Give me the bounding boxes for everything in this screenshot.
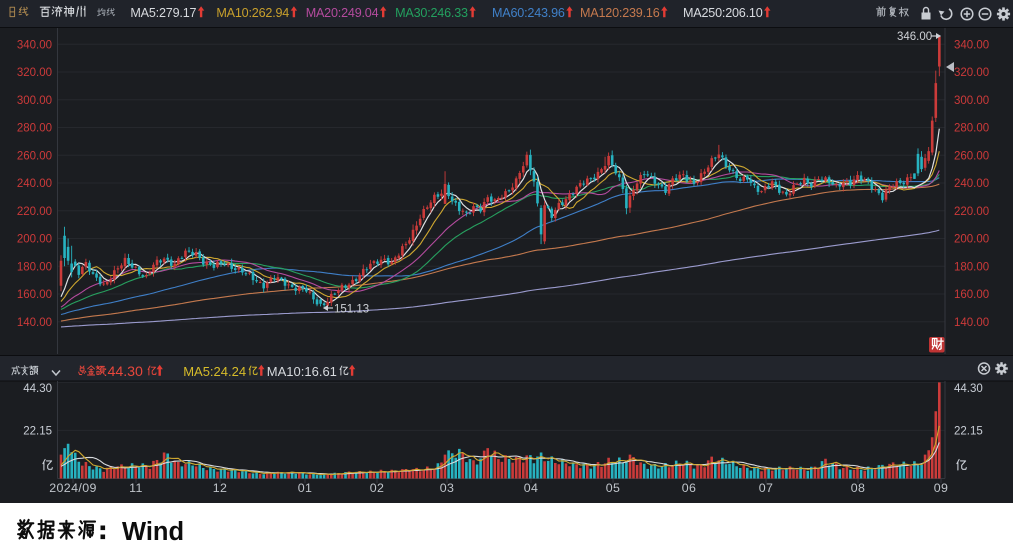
svg-text:180.00: 180.00 [954, 261, 989, 273]
svg-text:2024/09: 2024/09 [49, 481, 97, 495]
svg-text:200.00: 200.00 [17, 234, 52, 246]
svg-text:220.00: 220.00 [17, 206, 52, 218]
svg-text:320.00: 320.00 [954, 67, 989, 79]
svg-text:346.00: 346.00 [897, 31, 932, 43]
svg-text:05: 05 [606, 481, 621, 495]
svg-text:44.30: 44.30 [954, 383, 983, 395]
svg-text:MA5:24.24: MA5:24.24 [183, 364, 246, 379]
svg-text:280.00: 280.00 [954, 123, 989, 135]
svg-text:180.00: 180.00 [17, 261, 52, 273]
svg-text:140.00: 140.00 [17, 317, 52, 329]
svg-text:280.00: 280.00 [17, 123, 52, 135]
svg-text:MA250:206.10: MA250:206.10 [683, 6, 763, 20]
svg-text:09: 09 [934, 481, 949, 495]
svg-text:04: 04 [524, 481, 539, 495]
svg-text:240.00: 240.00 [17, 178, 52, 190]
svg-text:140.00: 140.00 [954, 317, 989, 329]
svg-text:22.15: 22.15 [954, 425, 983, 437]
svg-text:Wind: Wind [122, 518, 184, 546]
svg-text:220.00: 220.00 [954, 206, 989, 218]
svg-text:160.00: 160.00 [954, 289, 989, 301]
svg-text:MA60:243.96: MA60:243.96 [492, 6, 565, 20]
svg-text:320.00: 320.00 [17, 67, 52, 79]
svg-text:340.00: 340.00 [17, 39, 52, 51]
svg-text:260.00: 260.00 [954, 150, 989, 162]
svg-text:03: 03 [440, 481, 455, 495]
svg-text:07: 07 [759, 481, 774, 495]
svg-text:MA10:262.94: MA10:262.94 [216, 6, 289, 20]
svg-text:340.00: 340.00 [954, 39, 989, 51]
svg-text:160.00: 160.00 [17, 289, 52, 301]
svg-text:300.00: 300.00 [954, 95, 989, 107]
svg-text:260.00: 260.00 [17, 150, 52, 162]
svg-text:MA20:249.04: MA20:249.04 [306, 6, 379, 20]
svg-text:MA10:16.61: MA10:16.61 [267, 364, 337, 379]
svg-text::44.30: :44.30 [104, 364, 144, 380]
svg-text:12: 12 [213, 481, 228, 495]
svg-text:11: 11 [129, 481, 143, 495]
svg-text:02: 02 [370, 481, 385, 495]
svg-text:MA30:246.33: MA30:246.33 [395, 6, 468, 20]
svg-text:08: 08 [851, 481, 866, 495]
svg-text:MA5:279.17: MA5:279.17 [130, 6, 196, 20]
svg-text:01: 01 [298, 481, 313, 495]
svg-text:151.13: 151.13 [334, 304, 369, 316]
svg-text:240.00: 240.00 [954, 178, 989, 190]
svg-text:06: 06 [682, 481, 697, 495]
svg-text:200.00: 200.00 [954, 234, 989, 246]
svg-text:MA120:239.16: MA120:239.16 [580, 6, 660, 20]
svg-text:22.15: 22.15 [23, 425, 52, 437]
svg-text:44.30: 44.30 [23, 383, 52, 395]
svg-text:300.00: 300.00 [17, 95, 52, 107]
